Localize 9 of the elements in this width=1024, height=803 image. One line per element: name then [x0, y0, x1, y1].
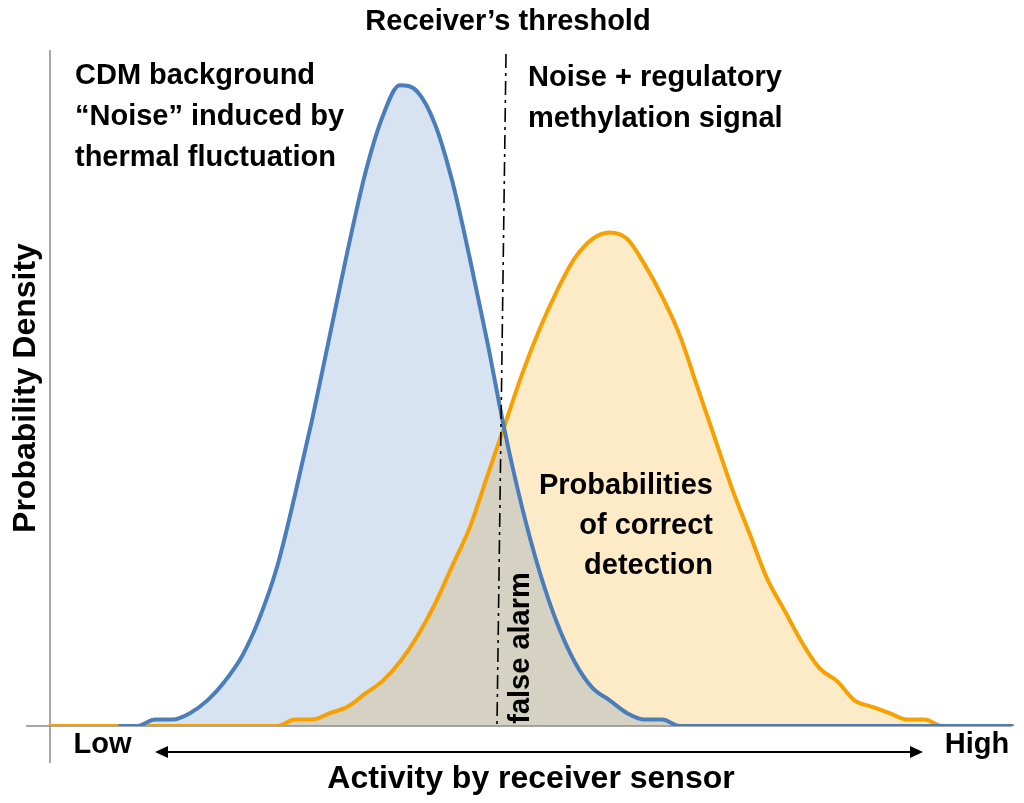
x-tick-label: High: [944, 726, 1010, 759]
y-axis-title: Probability Density: [5, 242, 42, 533]
text: Receiver’s threshold: [365, 4, 651, 36]
x-axis-title: Activity by receiver sensor: [327, 758, 735, 795]
annotation: false alarm: [503, 572, 535, 724]
series-label: CDM background “Noise” induced by thermal fluctuation: [75, 58, 345, 172]
text: Noise + regulatory methylation signal: [528, 60, 783, 133]
x-tick-label: Low: [73, 726, 132, 759]
annotation: Probabilities of correct detection: [538, 468, 714, 580]
